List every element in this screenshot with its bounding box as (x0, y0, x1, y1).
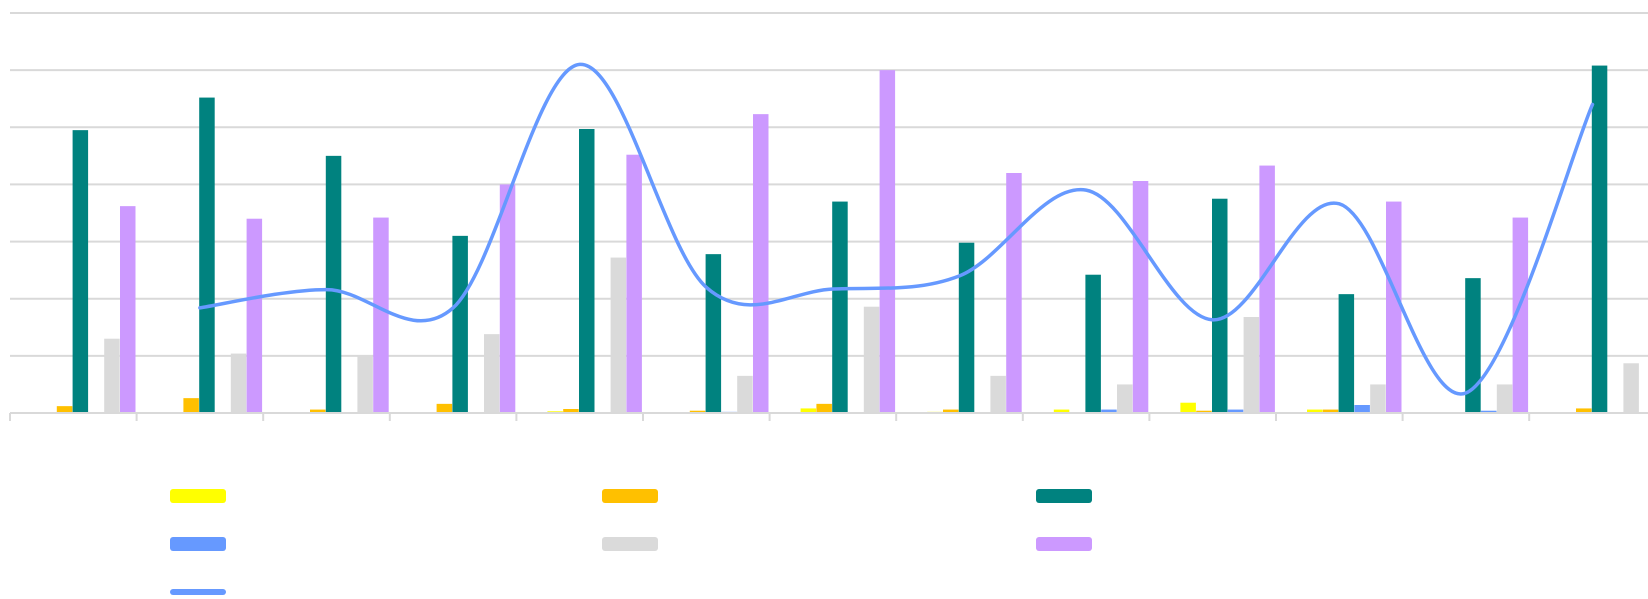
bar (958, 242, 975, 413)
bar (800, 408, 817, 413)
bar (579, 129, 595, 413)
legend-swatch (602, 537, 658, 551)
bar (879, 70, 896, 414)
bar (1212, 198, 1228, 413)
bar (1481, 410, 1497, 413)
bar (452, 235, 468, 413)
bar (863, 306, 880, 413)
bar (1101, 409, 1117, 413)
bar (199, 97, 215, 414)
bar (1117, 384, 1133, 413)
bar (610, 257, 627, 413)
bar (1259, 165, 1275, 413)
legend-swatch (602, 489, 658, 503)
bar (1465, 278, 1481, 413)
bar (183, 398, 199, 413)
bar (1591, 65, 1608, 414)
bar (990, 375, 1006, 413)
bar (325, 155, 342, 413)
bar (230, 353, 247, 413)
bar (705, 254, 722, 413)
bar (626, 154, 642, 413)
bar (1085, 274, 1101, 413)
bar (1196, 410, 1212, 413)
bar (373, 217, 389, 413)
bar-series (56, 65, 1639, 414)
x-axis (9, 412, 1648, 421)
legend-swatch (170, 589, 226, 595)
bar (1006, 173, 1022, 413)
bar (1512, 217, 1529, 413)
legend-swatch (1036, 489, 1092, 503)
bar (1338, 294, 1355, 413)
legend-swatch (1036, 537, 1092, 551)
bar (120, 206, 136, 413)
bar (737, 375, 753, 413)
legend-swatch (170, 537, 226, 551)
bar (816, 403, 832, 413)
bar (1386, 201, 1402, 413)
bar (1496, 384, 1513, 413)
bar (689, 410, 706, 413)
bar (72, 130, 89, 413)
bar (1053, 409, 1070, 413)
bar (1307, 409, 1323, 413)
bar (832, 201, 848, 413)
bar (1227, 409, 1244, 413)
bar (1354, 405, 1370, 413)
bar (1132, 181, 1149, 413)
bar (104, 338, 120, 413)
bar (246, 218, 263, 413)
bar (1243, 317, 1260, 413)
bar (499, 184, 516, 413)
bar (1322, 409, 1339, 413)
bar (1623, 363, 1639, 413)
bar (943, 409, 959, 413)
bar (484, 334, 500, 413)
bar (1576, 408, 1592, 413)
bar (357, 355, 373, 413)
bar (310, 409, 326, 413)
gridlines (10, 12, 1648, 357)
bar (436, 403, 453, 413)
bar (563, 409, 579, 413)
line-series (198, 62, 1595, 396)
bar (1180, 402, 1196, 413)
bar (753, 114, 769, 414)
bar (56, 406, 73, 413)
legend-swatch (170, 489, 226, 503)
bar (1370, 384, 1386, 413)
line-series-path (198, 62, 1595, 396)
